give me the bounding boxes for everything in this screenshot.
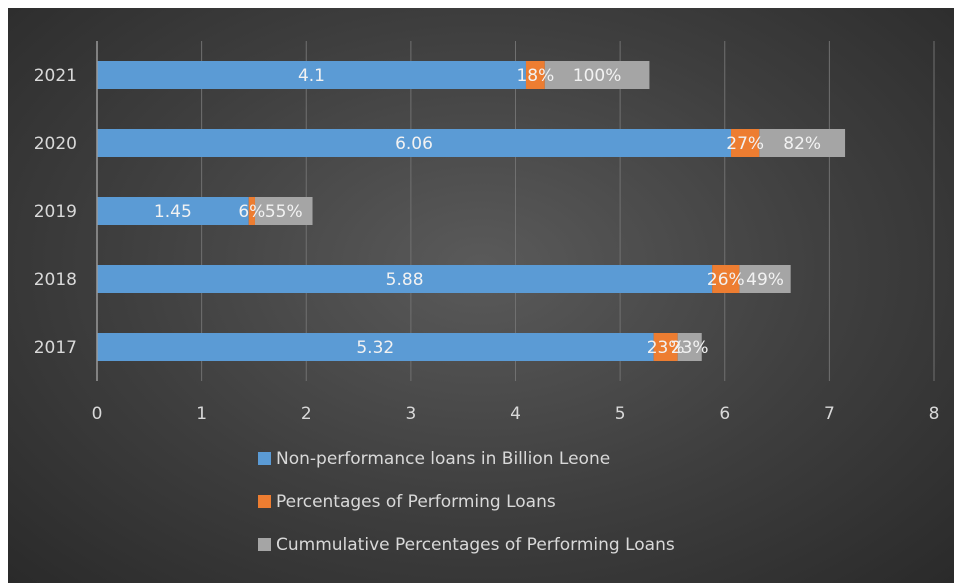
- legend-swatch: [258, 495, 271, 508]
- y-tick-label: 2019: [34, 202, 77, 222]
- y-tick-label: 2020: [34, 134, 77, 154]
- bar-segment: [544, 61, 650, 89]
- bar-segment: [97, 265, 713, 293]
- x-tick-label: 8: [929, 404, 940, 424]
- data-label: 27%: [726, 134, 764, 154]
- data-label: 18%: [516, 66, 554, 86]
- x-tick-label: 1: [196, 404, 207, 424]
- data-labels: 5.32 23%23% 5.88 26% 49% 1.45 6% 55% 6.06 27% 82% 4…: [154, 66, 821, 358]
- bar-segment: [254, 197, 313, 225]
- data-label: 4.1: [298, 66, 325, 86]
- data-label: 82%: [783, 134, 821, 154]
- x-tick-labels: 0 1 2 3 4 5 6 7 8: [92, 404, 940, 424]
- bar-segment: [653, 333, 678, 361]
- y-tick-label: 2018: [34, 270, 77, 290]
- legend-swatch: [258, 538, 271, 551]
- legend: Non-performance loans in Billion Leone Pe…: [258, 449, 675, 555]
- bar-segment: [731, 129, 760, 157]
- bar-segment: [677, 333, 702, 361]
- data-label: 49%: [746, 270, 784, 290]
- legend-entry: Non-performance loans in Billion Leone: [276, 449, 610, 469]
- legend-entry: Percentages of Performing Loans: [276, 492, 556, 512]
- x-tick-label: 3: [405, 404, 416, 424]
- data-label: 23%: [671, 338, 709, 358]
- data-label: 6%: [238, 202, 265, 222]
- bar-segment: [525, 61, 545, 89]
- data-label: 100%: [573, 66, 622, 86]
- gridlines: [201, 41, 935, 381]
- bar-segment: [759, 129, 846, 157]
- legend-swatch: [258, 452, 271, 465]
- x-tick-label: 2: [301, 404, 312, 424]
- bar-segment: [712, 265, 740, 293]
- x-tick-label: 4: [510, 404, 521, 424]
- y-tick-label: 2017: [34, 338, 77, 358]
- bar-segment: [97, 61, 526, 89]
- x-tick-label: 0: [92, 404, 103, 424]
- bar-segment: [97, 333, 654, 361]
- data-label: 55%: [265, 202, 303, 222]
- bar-segment: [97, 197, 249, 225]
- data-label: 1.45: [154, 202, 192, 222]
- x-tick-label: 7: [824, 404, 835, 424]
- x-tick-label: 5: [615, 404, 626, 424]
- data-label: 5.88: [386, 270, 424, 290]
- bar-segment: [248, 197, 255, 225]
- stacked-bar-chart: 5.32 23%23% 5.88 26% 49% 1.45 6% 55% 6.06 27% 82% 4…: [34, 41, 940, 555]
- data-label: 26%: [707, 270, 745, 290]
- x-tick-label: 6: [719, 404, 730, 424]
- bars: [97, 61, 846, 361]
- chart-area: 5.32 23% 23% 5.88 26% 49% 1.45 6% 55% 6.06 27% 82% 4…: [8, 8, 954, 583]
- data-label: 23%: [647, 338, 685, 358]
- y-tick-labels: 2017 2018 2019 2020 2021: [34, 66, 77, 358]
- data-label: 5.32: [356, 338, 394, 358]
- legend-entry: Cummulative Percentages of Performing Lo…: [276, 535, 675, 555]
- data-label: 6.06: [395, 134, 433, 154]
- y-tick-label: 2021: [34, 66, 77, 86]
- bar-segment: [739, 265, 791, 293]
- bar-segment: [97, 129, 732, 157]
